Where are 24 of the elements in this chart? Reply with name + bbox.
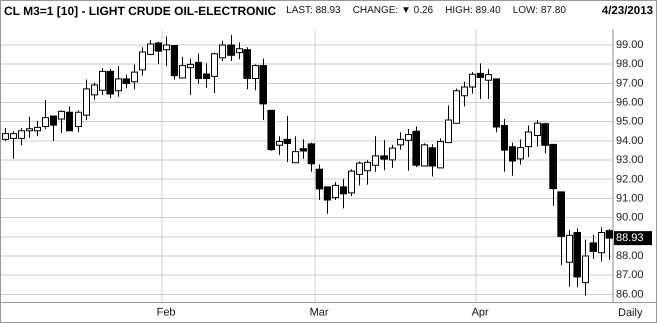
x-tick-label: Feb — [156, 306, 176, 319]
y-tick-label: 99.00 — [616, 38, 644, 51]
y-tick-label: 90.00 — [616, 212, 644, 224]
x-tick-label: Apr — [472, 306, 490, 319]
chart-subtitle: 4/23/2013 — [602, 4, 653, 16]
y-tick-label: 87.00 — [616, 269, 644, 282]
chart-title: CL M3=1 [10] - LIGHT CRUDE OIL-ELECTRONIC — [4, 4, 276, 18]
x-tick-label: Mar — [310, 306, 329, 319]
y-tick-label: 98.00 — [616, 58, 644, 70]
text: LOW: 87.80 — [512, 5, 566, 16]
text: LAST: 88.93 — [286, 5, 341, 16]
text: 88.93 — [616, 232, 644, 244]
y-tick-label: 91.00 — [616, 192, 644, 204]
y-tick-label: 92.00 — [616, 173, 644, 186]
y-tick-label: 94.00 — [616, 134, 644, 147]
y-tick-label: 97.00 — [616, 77, 644, 90]
text: HIGH: 89.40 — [445, 5, 501, 16]
text: CHANGE: ▼ 0.26 — [352, 5, 434, 16]
x-axis-title: Daily — [618, 307, 643, 320]
y-tick-label: 86.00 — [616, 288, 644, 300]
y-tick-label: 95.00 — [616, 116, 644, 128]
y-tick-label: 93.00 — [616, 154, 644, 166]
y-tick-label: 96.00 — [616, 96, 644, 109]
y-tick-label: 88.00 — [616, 250, 644, 262]
